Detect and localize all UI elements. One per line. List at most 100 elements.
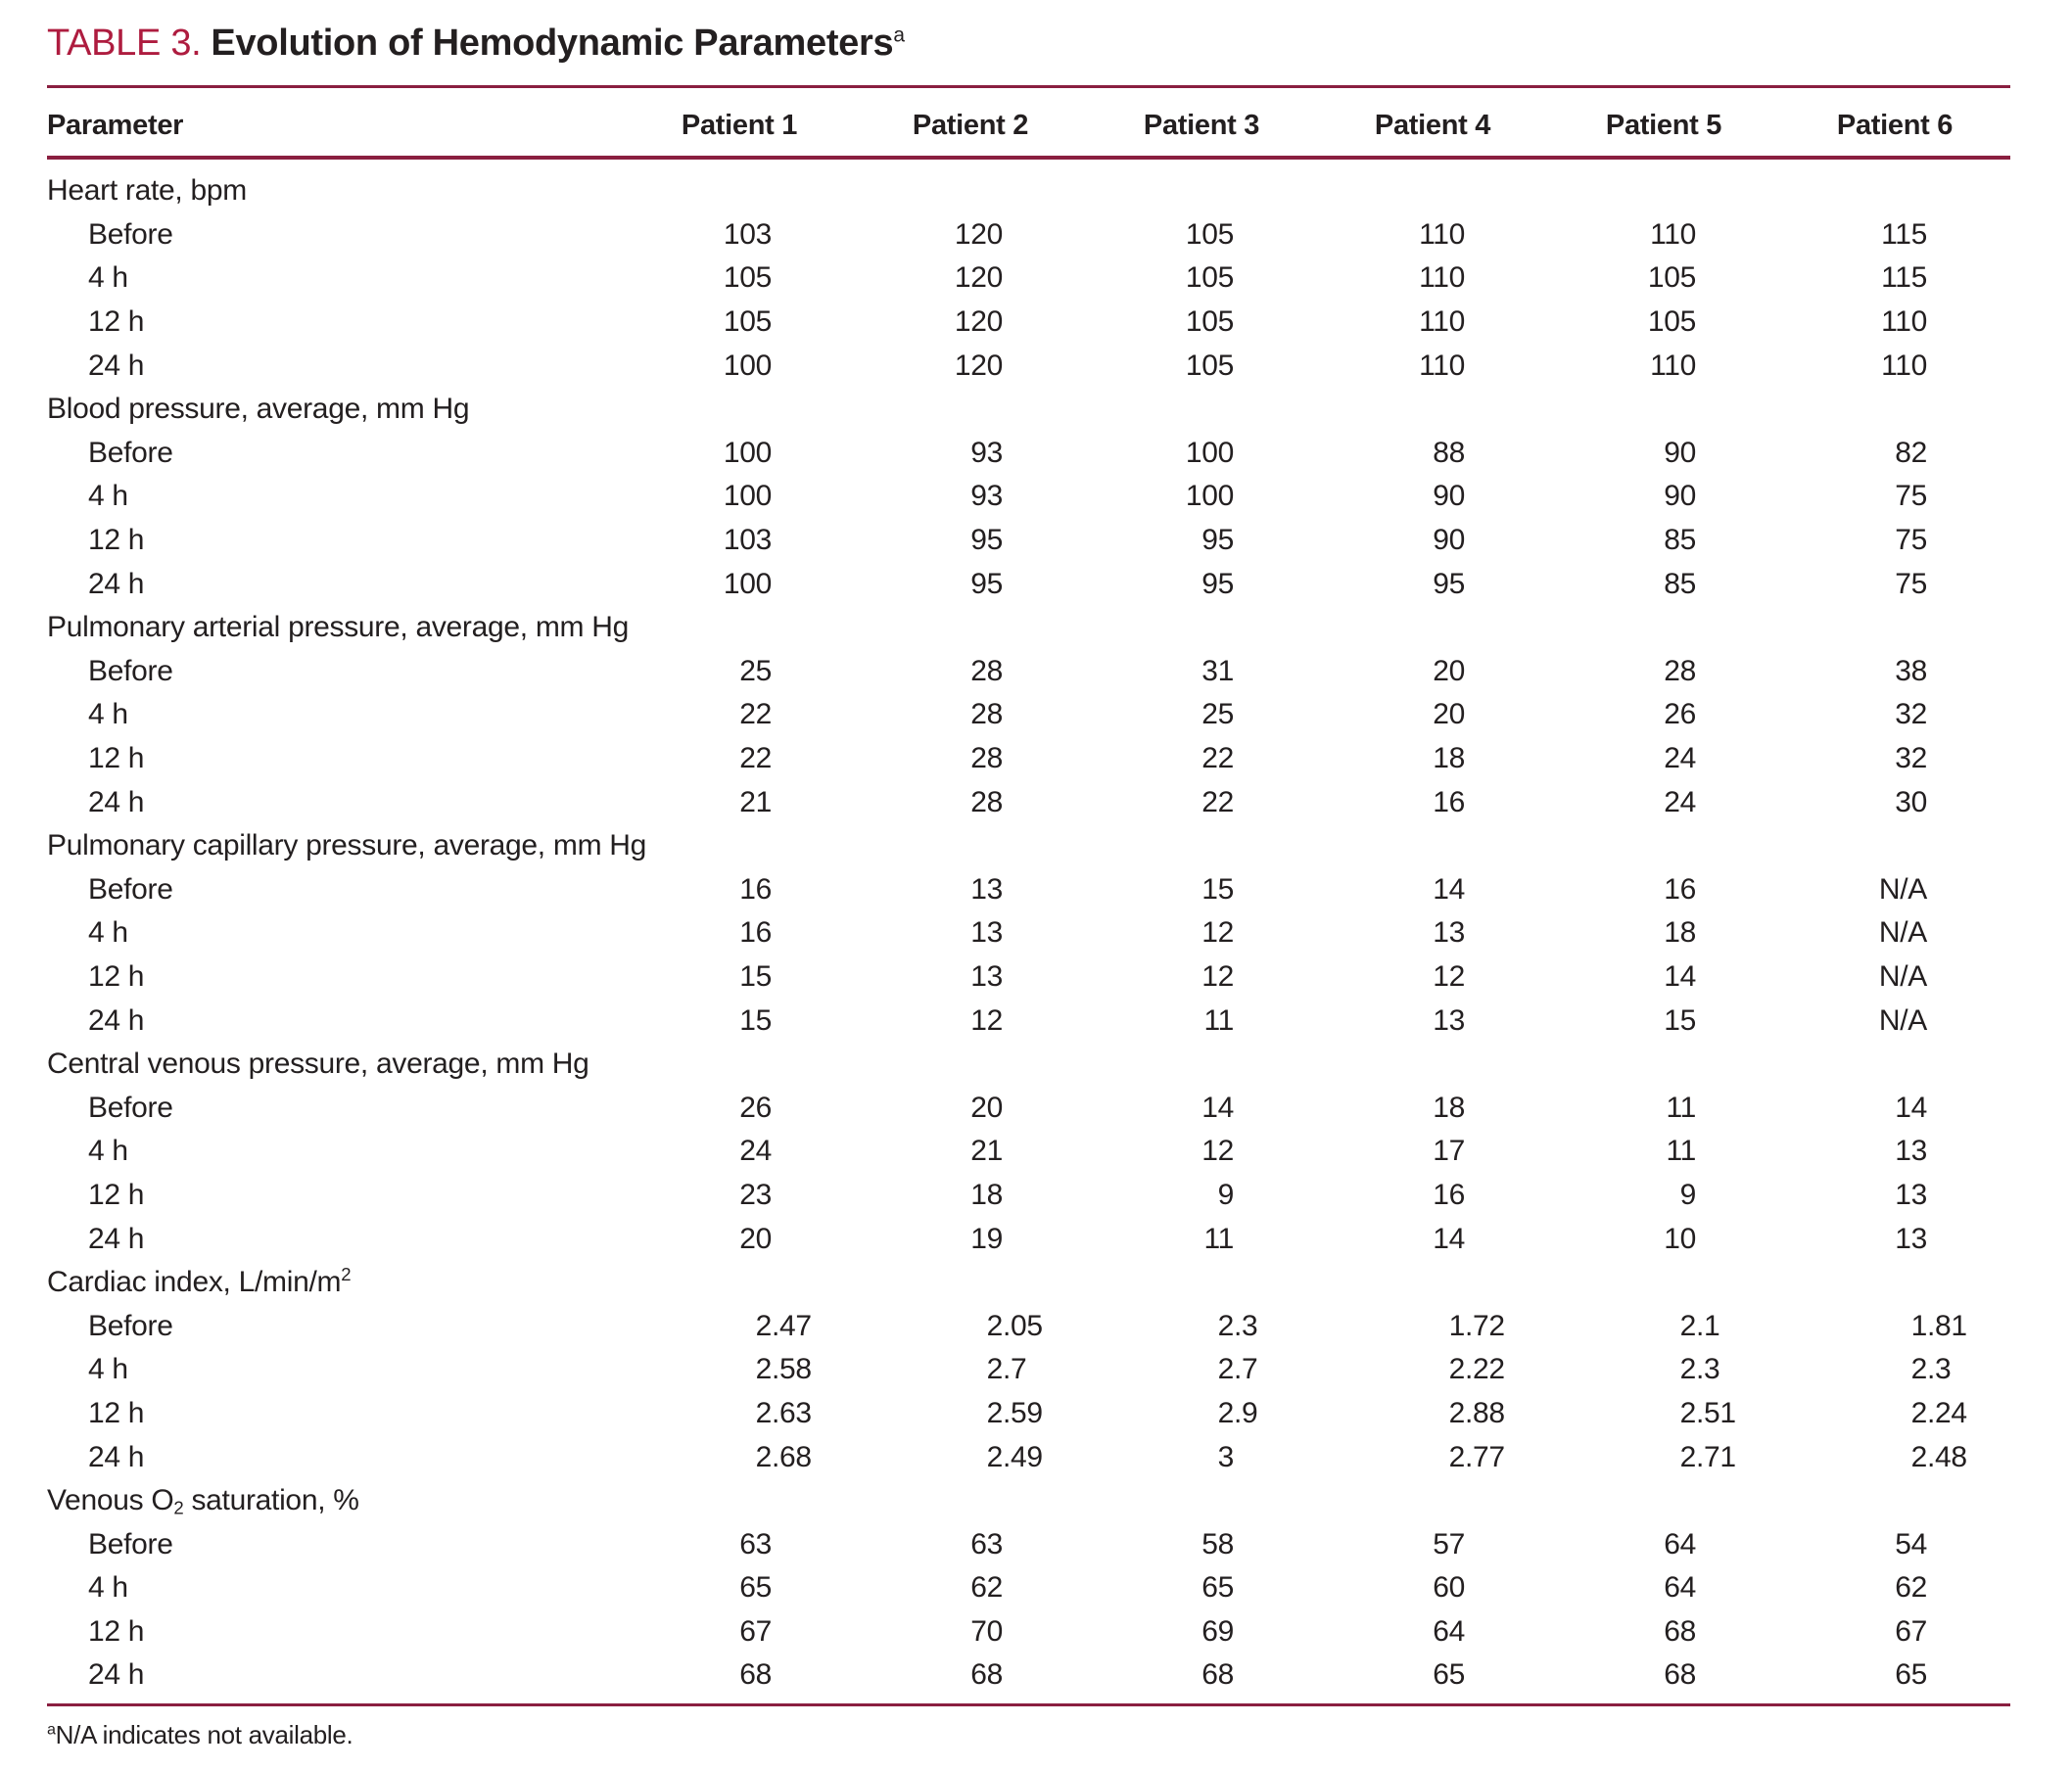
row-label: Before [88,654,173,687]
value-cell: 62 [970,1571,1003,1605]
value-cell: 65 [1895,1658,1927,1692]
value-cell: 68 [1201,1658,1234,1692]
section-row: Blood pressure, average, mm Hg [47,388,2010,432]
value-cell: 110 [1419,349,1465,382]
row-label: 12 h [88,1614,145,1648]
value-cell: 20 [970,1091,1003,1124]
value-cell: 13 [970,872,1003,906]
value-cell: 11 [1203,1003,1234,1037]
section-label: Pulmonary capillary pressure, average, m… [47,829,647,862]
value-cell: N/A [1878,916,1927,950]
table-row: 4 h 24 21 12 17 11 13 [47,1130,2010,1174]
value-cell: 22 [739,742,772,775]
row-label: 12 h [88,524,145,557]
value-cell: 2.7 [986,1353,1027,1386]
row-label: 4 h [88,1571,128,1605]
value-cell: 13 [1895,1222,1927,1255]
value-cell: 120 [954,305,1003,339]
section-label: Heart rate, bpm [47,174,247,208]
value-cell: 2.49 [986,1440,1044,1473]
table-row: 24 h 20 19 11 14 10 13 [47,1217,2010,1261]
value-cell: 95 [1201,567,1234,600]
value-cell: 103 [723,217,772,251]
value-cell: N/A [1878,872,1927,906]
value-cell: 10 [1664,1222,1696,1255]
title-footnote-marker: a [893,23,905,47]
section-row: Cardiac index, L/min/m2 [47,1261,2010,1305]
value-cell: 120 [954,349,1003,382]
value-cell: 105 [1647,305,1696,339]
footnote: aN/A indicates not available. [47,1720,2010,1750]
table-row: 12 h 15 13 12 12 14 N/A [47,955,2010,1000]
value-cell: 12 [1201,1135,1234,1168]
row-label: 4 h [88,916,128,950]
patient-column-header: Patient 3 [1143,110,1260,141]
row-label: Before [88,1091,173,1124]
value-cell: 110 [1650,349,1696,382]
value-cell: 14 [1664,959,1696,993]
table-title: TABLE 3. Evolution of Hemodynamic Paramet… [47,12,2010,67]
value-cell: 16 [1433,785,1465,818]
value-cell: 100 [723,436,772,469]
value-cell: 9 [1679,1178,1697,1211]
value-cell: 2.77 [1448,1440,1506,1473]
value-cell: 68 [1664,1614,1696,1648]
row-label: 24 h [88,1222,145,1255]
table-row: 24 h 100 120 105 110 110 110 [47,344,2010,388]
value-cell: 57 [1433,1527,1465,1560]
section-label: Venous O2 saturation, % [47,1484,359,1518]
value-cell: 22 [739,698,772,731]
value-cell: 30 [1895,785,1927,818]
value-cell: 14 [1895,1091,1927,1124]
value-cell: 11 [1666,1091,1696,1124]
value-cell: 115 [1881,261,1927,295]
value-cell: 95 [1433,567,1465,600]
row-label: Before [88,217,173,251]
value-cell: 2.63 [755,1396,813,1429]
value-cell: 95 [1201,524,1234,557]
section-row: Pulmonary arterial pressure, average, mm… [47,606,2010,650]
value-cell: 2.71 [1679,1440,1737,1473]
value-cell: 105 [1647,261,1696,295]
value-cell: 19 [970,1222,1003,1255]
row-label: 12 h [88,1396,145,1429]
value-cell: 2.51 [1679,1396,1737,1429]
value-cell: 9 [1217,1178,1235,1211]
row-label: Before [88,1309,173,1342]
table-row: 24 h 100 95 95 95 85 75 [47,562,2010,606]
value-cell: 2.7 [1217,1353,1258,1386]
value-cell: 12 [1201,916,1234,950]
value-cell: 2.1 [1679,1309,1720,1342]
value-cell: 110 [1881,305,1927,339]
value-cell: 28 [970,785,1003,818]
value-cell: 28 [1664,654,1696,687]
value-cell: 95 [970,524,1003,557]
value-cell: 13 [1895,1135,1927,1168]
value-cell: 11 [1203,1222,1234,1255]
value-cell: 69 [1201,1614,1234,1648]
value-cell: 65 [739,1571,772,1605]
value-cell: 12 [1201,959,1234,993]
value-cell: 2.68 [755,1440,813,1473]
patient-column-header: Patient 1 [681,110,798,141]
value-cell: 20 [739,1222,772,1255]
value-cell: 31 [1201,654,1234,687]
value-cell: 13 [1895,1178,1927,1211]
value-cell: 100 [1185,436,1234,469]
table-row: Before 103 120 105 110 110 115 [47,213,2010,257]
table-row: 12 h 105 120 105 110 105 110 [47,301,2010,345]
value-cell: 12 [1433,959,1465,993]
value-cell: 120 [954,261,1003,295]
value-cell: 38 [1895,654,1927,687]
value-cell: 15 [739,1003,772,1037]
title-rule [47,85,2010,88]
value-cell: 16 [739,916,772,950]
row-label: 24 h [88,349,145,382]
value-cell: 15 [1664,1003,1696,1037]
value-cell: 110 [1881,349,1927,382]
value-cell: 24 [739,1135,772,1168]
value-cell: 110 [1419,217,1465,251]
value-cell: 54 [1895,1527,1927,1560]
value-cell: 18 [1433,1091,1465,1124]
bottom-rule [47,1702,2010,1706]
